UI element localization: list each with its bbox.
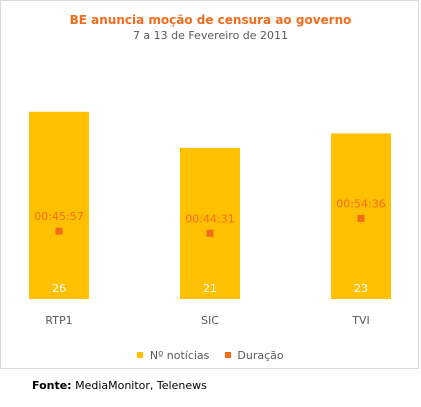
legend-label-duration: Duração xyxy=(237,349,284,362)
legend-item-news: Nº notícias xyxy=(137,349,209,362)
legend-label-news: Nº notícias xyxy=(149,349,210,362)
source-note: Fonte: MediaMonitor, Telenews xyxy=(32,379,207,392)
source-text: MediaMonitor, Telenews xyxy=(71,379,207,392)
category-label-tvi: TVI xyxy=(351,314,370,327)
bar-value-label-rtp1: 26 xyxy=(52,282,66,295)
duration-marker-rtp1 xyxy=(55,227,63,235)
category-label-rtp1: RTP1 xyxy=(45,314,72,327)
legend-swatch-news xyxy=(137,352,144,358)
legend-swatch-duration xyxy=(224,352,231,358)
duration-label-sic: 00:44:31 xyxy=(185,212,234,225)
chart-title: BE anuncia moção de censura ao governo xyxy=(69,13,352,27)
duration-label-rtp1: 00:45:57 xyxy=(34,210,83,223)
source-label: Fonte: xyxy=(32,379,72,392)
bars-layer xyxy=(29,111,391,299)
markers-layer xyxy=(55,214,365,237)
chart-subtitle: 7 a 13 de Fevereiro de 2011 xyxy=(132,29,289,42)
duration-label-tvi: 00:54:36 xyxy=(336,197,385,210)
bar-sic xyxy=(180,147,240,299)
duration-marker-tvi xyxy=(357,214,365,222)
bar-value-label-sic: 21 xyxy=(203,282,217,295)
duration-marker-sic xyxy=(206,229,214,237)
legend-item-duration: Duração xyxy=(224,349,284,362)
chart-legend: Nº notícias Duração xyxy=(0,349,421,362)
category-label-sic: SIC xyxy=(201,314,219,327)
bar-rtp1 xyxy=(29,111,89,299)
bar-value-label-tvi: 23 xyxy=(354,282,368,295)
labels-layer: 26 RTP1 00:45:57 21 SIC 00:44:31 23 TVI 00:54:36 xyxy=(34,197,385,327)
